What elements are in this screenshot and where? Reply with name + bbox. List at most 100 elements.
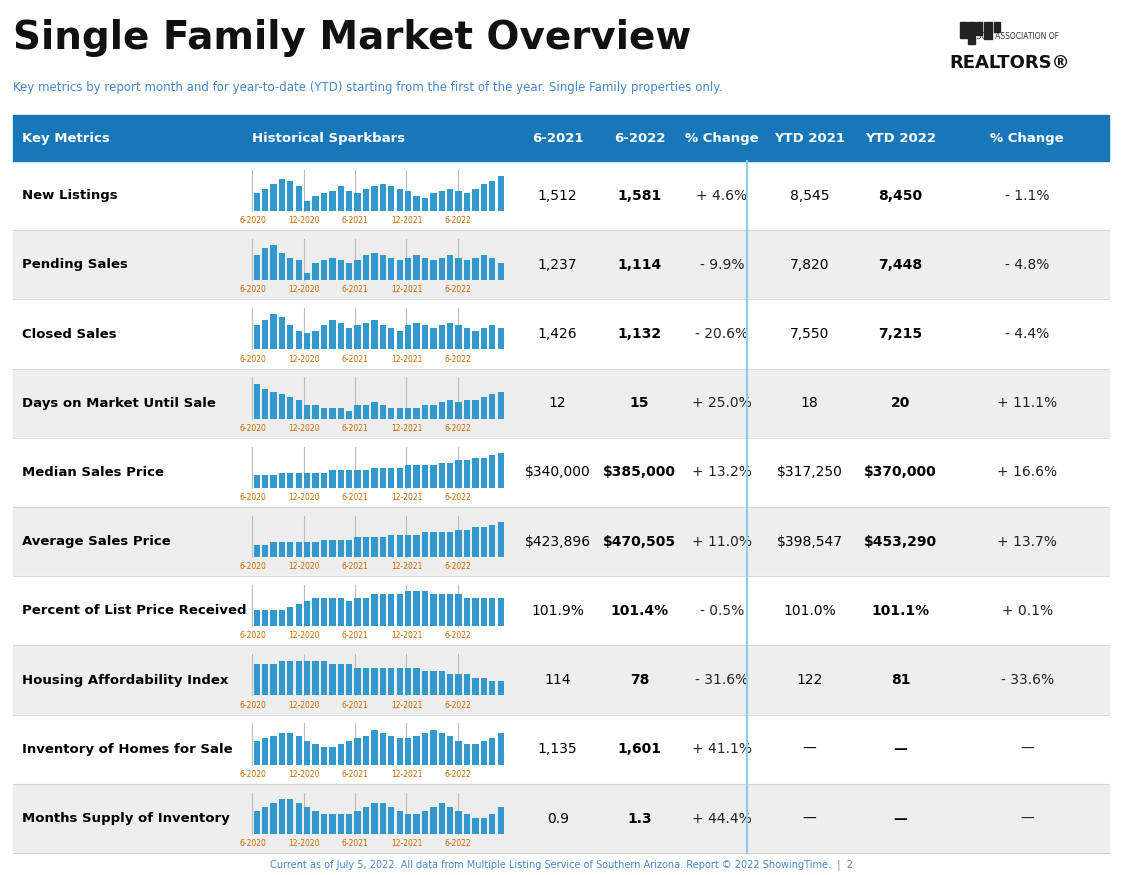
Bar	[379, 326, 386, 349]
Bar	[960, 22, 967, 38]
Bar	[422, 199, 429, 211]
Bar	[312, 405, 319, 418]
Bar	[321, 661, 328, 696]
Text: 7,820: 7,820	[790, 258, 829, 272]
Bar	[346, 601, 352, 626]
Bar	[405, 738, 412, 765]
Text: 0.9: 0.9	[546, 811, 569, 825]
Bar	[371, 320, 378, 349]
Bar	[321, 193, 328, 211]
Bar	[371, 537, 378, 557]
Bar	[396, 188, 403, 211]
Text: 6-2021: 6-2021	[342, 424, 368, 433]
Bar	[413, 668, 420, 696]
Bar	[456, 529, 462, 557]
Bar	[287, 258, 294, 280]
Text: YTD 2021: YTD 2021	[774, 132, 845, 144]
Bar	[489, 525, 496, 557]
Bar	[447, 400, 453, 418]
Text: 6-2021: 6-2021	[342, 285, 368, 294]
Bar	[371, 468, 378, 487]
Text: 6-2021: 6-2021	[342, 839, 368, 848]
Text: 6-2021: 6-2021	[342, 770, 368, 779]
Bar	[447, 255, 453, 280]
Text: Key metrics by report month and for year-to-date (YTD) starting from the first o: Key metrics by report month and for year…	[13, 80, 723, 94]
Bar	[405, 535, 412, 557]
Bar	[346, 191, 352, 211]
Bar	[338, 186, 344, 211]
Text: Median Sales Price: Median Sales Price	[22, 466, 165, 479]
Bar	[295, 661, 302, 696]
Bar	[388, 258, 395, 280]
Bar	[968, 22, 975, 44]
Text: 12-2021: 12-2021	[390, 493, 422, 502]
Text: 12-2020: 12-2020	[288, 632, 320, 640]
Bar	[497, 598, 504, 626]
Bar	[379, 668, 386, 696]
Bar	[456, 191, 462, 211]
Bar	[388, 328, 395, 349]
Bar	[379, 594, 386, 626]
Bar	[480, 741, 487, 765]
Bar	[346, 328, 352, 349]
Bar	[976, 22, 982, 35]
Bar	[346, 540, 352, 557]
Text: 7,448: 7,448	[879, 258, 922, 272]
Text: 12-2020: 12-2020	[288, 354, 320, 364]
Bar	[396, 331, 403, 349]
Bar	[463, 675, 470, 696]
Text: Pending Sales: Pending Sales	[22, 258, 128, 271]
Bar	[497, 328, 504, 349]
Bar	[304, 273, 311, 280]
Text: 1,237: 1,237	[537, 258, 578, 272]
Bar	[329, 191, 335, 211]
Bar	[480, 598, 487, 626]
Bar	[261, 320, 268, 349]
Bar	[312, 542, 319, 557]
Bar	[355, 668, 361, 696]
Text: 12-2020: 12-2020	[288, 285, 320, 294]
Bar	[456, 675, 462, 696]
Bar	[355, 405, 361, 418]
Bar	[355, 326, 361, 349]
Text: 1,132: 1,132	[617, 327, 662, 341]
Bar	[321, 408, 328, 418]
Bar	[463, 400, 470, 418]
Text: 7,550: 7,550	[790, 327, 829, 341]
Bar	[456, 326, 462, 349]
Bar	[13, 577, 1109, 646]
Bar	[439, 402, 445, 418]
Text: —: —	[1020, 742, 1034, 756]
Text: 12-2021: 12-2021	[390, 216, 422, 225]
Text: $398,547: $398,547	[776, 535, 843, 549]
Bar	[405, 408, 412, 418]
Bar	[278, 473, 285, 487]
Bar	[261, 389, 268, 418]
Text: 101.4%: 101.4%	[610, 604, 669, 618]
Bar	[379, 255, 386, 280]
Bar	[304, 741, 311, 765]
Text: —: —	[1020, 811, 1034, 825]
Bar	[439, 803, 445, 834]
Text: 12-2020: 12-2020	[288, 770, 320, 779]
Bar	[312, 331, 319, 349]
Bar	[439, 732, 445, 765]
Bar	[287, 732, 294, 765]
Text: - 4.4%: - 4.4%	[1005, 327, 1049, 341]
Bar	[422, 466, 429, 487]
Bar	[278, 799, 285, 834]
Bar	[355, 260, 361, 280]
Bar	[278, 661, 285, 696]
Bar	[270, 736, 277, 765]
Bar	[304, 661, 311, 696]
Bar	[278, 542, 285, 557]
Bar	[261, 611, 268, 626]
Bar	[456, 810, 462, 834]
Text: Average Sales Price: Average Sales Price	[22, 536, 172, 548]
Bar	[287, 661, 294, 696]
Bar	[456, 460, 462, 487]
Bar	[312, 262, 319, 280]
Bar	[447, 675, 453, 696]
Text: $385,000: $385,000	[603, 466, 677, 480]
Bar	[304, 405, 311, 418]
